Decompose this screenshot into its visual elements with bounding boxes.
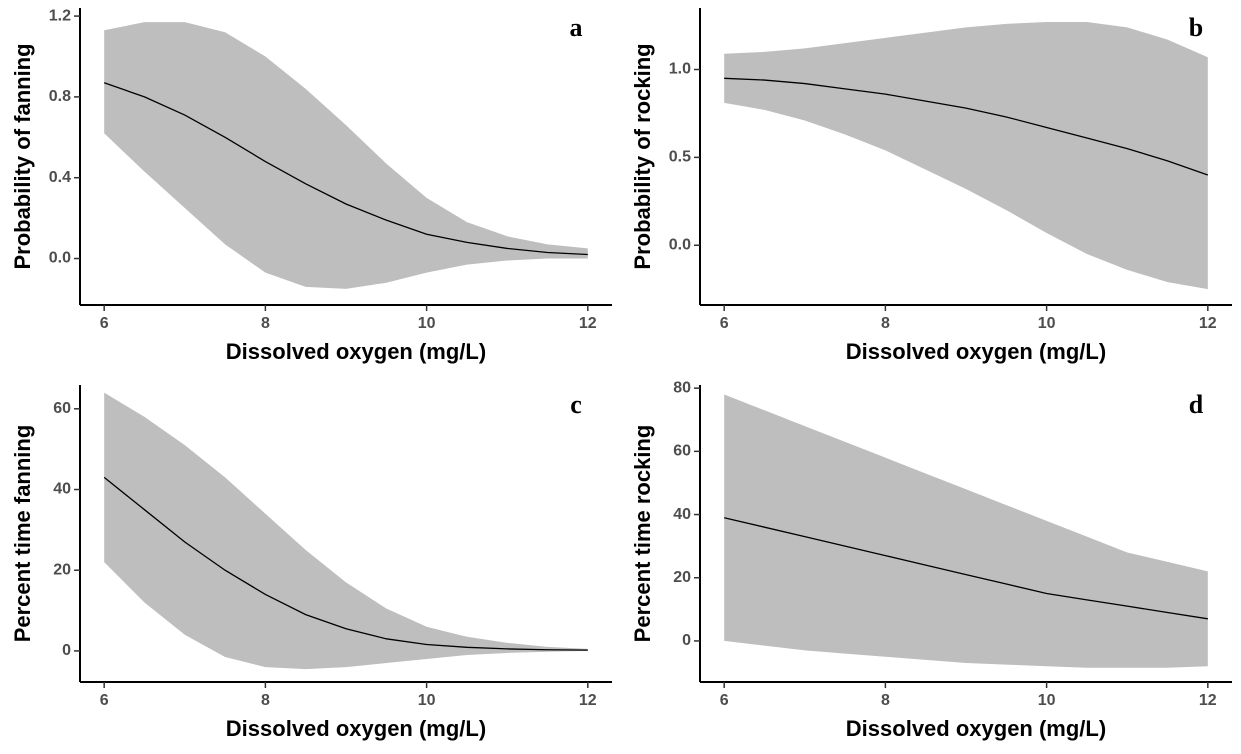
x-tick-label: 6	[100, 315, 109, 332]
fit-line	[103, 476, 588, 651]
y-tick-label: 20	[673, 569, 691, 586]
y-axis-title: Probability of fanning	[10, 43, 35, 269]
y-tick-label: 0.4	[49, 169, 71, 186]
fit-line	[103, 82, 588, 256]
fit-line	[724, 517, 1208, 620]
panel-label: a	[570, 13, 583, 42]
y-tick-label: 1.0	[669, 61, 691, 78]
x-tick-label: 6	[100, 692, 109, 709]
x-tick-label: 10	[1038, 315, 1056, 332]
y-tick-label: 0.0	[49, 250, 71, 267]
x-tick-label: 8	[881, 692, 890, 709]
y-tick-label: 0	[62, 642, 71, 659]
confidence-band	[724, 394, 1208, 668]
y-tick-label: 20	[53, 561, 71, 578]
x-tick-label: 12	[1199, 315, 1217, 332]
y-tick-label: 40	[673, 506, 691, 523]
x-tick-label: 12	[1199, 692, 1217, 709]
y-axis-title: Probability of rocking	[630, 43, 655, 269]
x-axis-title: Dissolved oxygen (mg/L)	[226, 339, 486, 364]
panel-label: b	[1189, 13, 1203, 42]
confidence-band	[104, 392, 588, 670]
x-tick-label: 10	[1038, 692, 1056, 709]
x-tick-label: 8	[881, 315, 890, 332]
y-tick-label: 0.0	[669, 236, 691, 253]
x-tick-label: 6	[720, 692, 729, 709]
y-tick-label: 60	[53, 400, 71, 417]
panel-label: c	[570, 390, 582, 419]
y-tick-label: 0	[682, 632, 691, 649]
x-tick-label: 10	[418, 315, 436, 332]
y-axis-title: Percent time fanning	[10, 425, 35, 643]
x-axis-title: Dissolved oxygen (mg/L)	[846, 339, 1106, 364]
y-tick-label: 80	[673, 379, 691, 396]
x-tick-label: 12	[579, 692, 597, 709]
y-tick-label: 40	[53, 481, 71, 498]
x-axis-title: Dissolved oxygen (mg/L)	[846, 716, 1106, 741]
x-tick-label: 12	[579, 315, 597, 332]
x-tick-label: 8	[261, 692, 270, 709]
y-tick-label: 60	[673, 443, 691, 460]
y-tick-label: 0.8	[49, 88, 71, 105]
x-tick-label: 8	[261, 315, 270, 332]
x-axis-title: Dissolved oxygen (mg/L)	[226, 716, 486, 741]
y-axis-title: Percent time rocking	[630, 425, 655, 643]
fit-line	[724, 77, 1209, 176]
y-tick-label: 1.2	[49, 7, 71, 24]
confidence-band	[104, 22, 588, 289]
x-tick-label: 10	[418, 692, 436, 709]
confidence-band	[724, 22, 1208, 290]
y-tick-label: 0.5	[669, 149, 691, 166]
x-tick-label: 6	[720, 315, 729, 332]
panel-label: d	[1189, 390, 1204, 419]
